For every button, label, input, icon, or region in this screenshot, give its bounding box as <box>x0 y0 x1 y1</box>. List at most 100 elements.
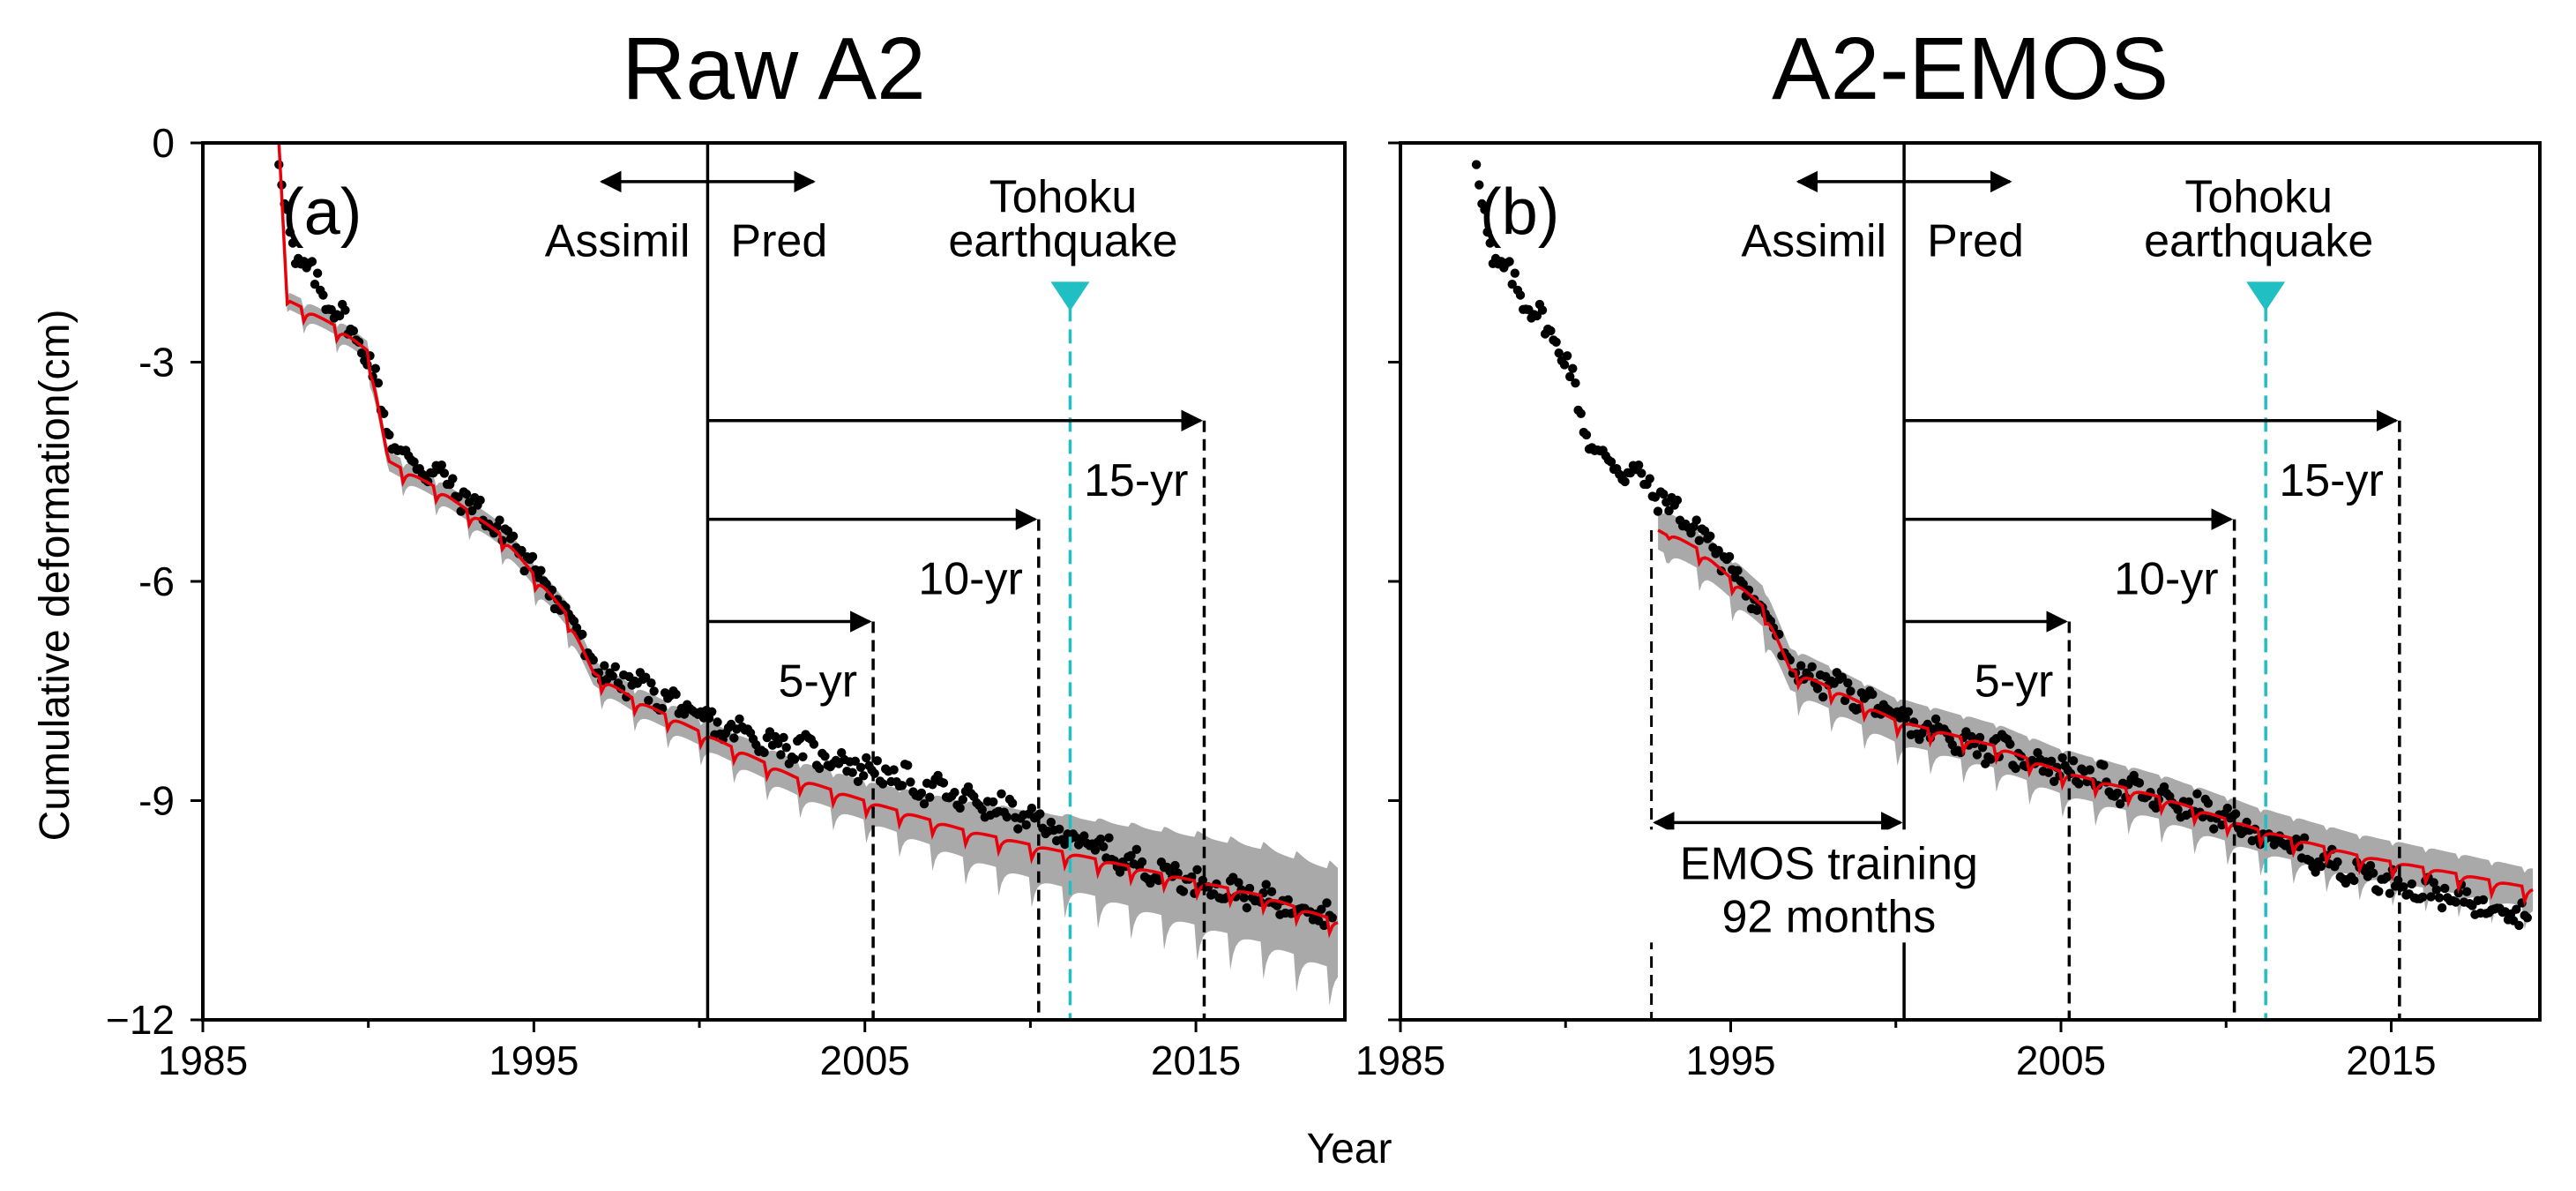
observed-point <box>1620 476 1630 487</box>
observed-point <box>1095 834 1106 844</box>
observed-point <box>517 545 526 556</box>
observed-point <box>1055 824 1064 834</box>
observed-point <box>855 762 866 772</box>
observed-point <box>950 788 959 798</box>
observed-point <box>1505 257 1514 266</box>
observed-point <box>519 566 529 576</box>
observed-point <box>2382 872 2392 882</box>
observed-point <box>1322 898 1332 908</box>
observed-point <box>1659 489 1669 499</box>
observed-point <box>1903 707 1914 716</box>
observed-point <box>578 629 587 640</box>
observed-point <box>847 768 857 777</box>
observed-point <box>2365 860 2376 871</box>
observed-point <box>1977 743 1988 753</box>
observed-point <box>1266 887 1277 896</box>
observed-point <box>1694 536 1705 545</box>
observed-point <box>916 788 927 798</box>
observed-point <box>773 738 783 748</box>
observed-point <box>1126 850 1136 860</box>
horizon-label: 10-yr <box>2114 554 2218 605</box>
observed-point <box>2349 875 2359 886</box>
observed-point <box>889 765 899 775</box>
observed-point <box>439 468 450 478</box>
observed-point <box>1234 878 1243 888</box>
observed-point <box>1645 474 1654 483</box>
observed-point <box>2043 768 2054 777</box>
x-tick-label: 2015 <box>1151 1037 1241 1083</box>
observed-point <box>2453 888 2463 898</box>
ensemble-mean-line <box>277 143 1339 939</box>
observed-point <box>1532 311 1542 321</box>
observed-point <box>1507 280 1517 289</box>
observed-point <box>1653 506 1663 516</box>
observed-point <box>997 789 1006 798</box>
observed-points <box>274 160 1338 931</box>
observed-point <box>2426 892 2436 902</box>
observed-point <box>588 655 598 665</box>
panel-letter: (b) <box>1480 176 1559 249</box>
horizon-label: 15-yr <box>2279 455 2383 506</box>
observed-point <box>285 227 295 237</box>
observed-point <box>1812 684 1823 693</box>
observed-point <box>1475 180 1484 190</box>
observed-point <box>340 305 350 315</box>
observed-point <box>2399 882 2408 892</box>
observed-point <box>919 799 930 809</box>
observed-point <box>955 803 965 813</box>
observed-point <box>1546 326 1556 336</box>
observed-point <box>925 792 935 802</box>
ensemble-mean-line <box>1657 528 2534 907</box>
observed-point <box>1551 337 1561 347</box>
y-axis-label: Cumulative deformation(cm) <box>32 310 78 842</box>
observed-point <box>2099 760 2109 770</box>
observed-point <box>1013 824 1023 834</box>
plot-area <box>1471 160 2534 931</box>
assimil-label: Assimil <box>1741 215 1886 266</box>
observed-point <box>456 506 466 516</box>
training-label: EMOS training <box>1680 838 1978 889</box>
observed-point <box>536 566 546 575</box>
observed-point <box>608 671 617 681</box>
shared-y-axis: 0 -3 -6 -9 −12 <box>106 120 175 1043</box>
observed-point <box>897 781 907 790</box>
observed-point <box>2478 895 2489 905</box>
horizon-label: 5-yr <box>1975 656 2054 708</box>
observed-point <box>1515 290 1526 300</box>
earthquake-label: Tohoku <box>989 172 1138 223</box>
observed-point <box>707 707 717 716</box>
observed-point <box>789 754 800 764</box>
observed-point <box>2311 867 2320 877</box>
observed-point <box>508 531 519 541</box>
observed-point <box>649 686 659 696</box>
observed-point <box>1027 803 1037 813</box>
observed-point <box>1796 661 1806 670</box>
observed-point <box>1565 371 1575 382</box>
earthquake-marker-icon <box>1050 281 1090 311</box>
plot-area <box>274 143 1339 1006</box>
earthquake-label: earthquake <box>948 215 1177 266</box>
observed-point <box>1239 893 1249 903</box>
observed-point <box>1807 662 1817 671</box>
observed-point <box>862 753 871 763</box>
observed-point <box>2429 878 2438 888</box>
observed-point <box>1046 817 1057 828</box>
observed-point <box>1482 227 1492 237</box>
observed-point <box>872 756 882 766</box>
observed-point <box>1327 913 1338 923</box>
observed-point <box>877 779 888 789</box>
observed-point <box>735 714 744 724</box>
x-tick-label: 2005 <box>820 1037 910 1083</box>
x-tick-label: 1985 <box>158 1037 248 1083</box>
observed-point <box>850 756 860 766</box>
observed-point <box>2437 903 2447 913</box>
observed-point <box>1261 880 1271 889</box>
horizon-label: 15-yr <box>1084 455 1188 506</box>
observed-point <box>409 457 419 467</box>
observed-point <box>2418 892 2428 902</box>
observed-point <box>495 515 504 525</box>
earthquake-marker-icon <box>2246 281 2286 311</box>
y-tick-label: -9 <box>138 778 175 824</box>
